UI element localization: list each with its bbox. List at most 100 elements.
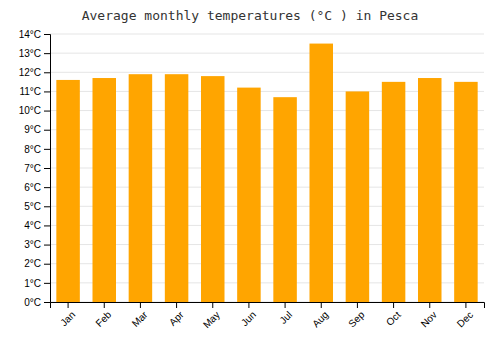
y-tick: 14°C (19, 29, 50, 40)
x-tick-label: Mar (130, 309, 150, 329)
bar (56, 80, 80, 302)
x-tick-label: Feb (93, 309, 113, 329)
y-tick: 8°C (24, 144, 50, 155)
y-tick-mark (44, 168, 50, 169)
x-tick-mark (176, 302, 177, 308)
x-tick-mark (465, 302, 466, 308)
y-tick-label: 1°C (24, 278, 41, 289)
y-tick-label: 11°C (19, 86, 41, 97)
x-tick: May (201, 302, 222, 330)
bar (237, 88, 261, 302)
x-tick-mark (429, 302, 430, 308)
y-tick-label: 5°C (24, 201, 41, 212)
x-tick-label: Apr (167, 309, 186, 328)
x-axis: Jan Feb Mar Apr May Jun Jul Aug Sep Oct Nov Dec (51, 302, 485, 330)
x-tick: Jan (58, 302, 77, 328)
x-tick-label: Oct (384, 309, 403, 328)
bar (201, 76, 225, 302)
x-tick: Dec (455, 302, 475, 329)
x-tick: Sep (346, 302, 367, 329)
x-tick-mark (285, 302, 286, 308)
y-tick-mark (44, 245, 50, 246)
y-tick: 1°C (24, 278, 50, 289)
bar (309, 44, 333, 302)
bar (382, 82, 406, 302)
y-tick-label: 12°C (19, 67, 41, 78)
bar (418, 78, 442, 302)
grid-line (50, 72, 484, 73)
x-tick: Jul (277, 302, 294, 326)
y-tick: 12°C (19, 67, 50, 78)
x-tick-mark (321, 302, 322, 308)
bar (165, 74, 189, 302)
y-tick: 9°C (24, 124, 50, 135)
y-tick-mark (44, 72, 50, 73)
x-tick-mark (140, 302, 141, 308)
plot: 0°C 1°C 2°C 3°C 4°C 5°C 6°C 7°C 8°C 9°C 10°C 11°C 12… (19, 29, 485, 331)
y-tick: 10°C (19, 105, 50, 116)
x-tick: Oct (384, 302, 403, 328)
x-tick-label: Nov (419, 309, 439, 329)
y-tick-label: 8°C (24, 144, 41, 155)
y-tick-label: 10°C (19, 105, 41, 116)
x-tick-mark (248, 302, 249, 308)
grid (50, 34, 484, 302)
y-tick: 13°C (19, 48, 50, 59)
y-tick: 5°C (24, 201, 50, 212)
y-tick-label: 7°C (24, 163, 41, 174)
y-tick: 6°C (24, 182, 50, 193)
y-tick: 11°C (19, 86, 50, 97)
y-tick-label: 13°C (19, 48, 41, 59)
y-tick-mark (44, 149, 50, 150)
bar (129, 74, 153, 302)
x-tick-label: May (201, 309, 222, 330)
y-tick-mark (44, 283, 50, 284)
x-tick-mark (357, 302, 358, 308)
x-tick-label: Sep (346, 309, 367, 330)
y-tick-label: 14°C (19, 29, 41, 40)
x-tick: Feb (93, 302, 113, 329)
y-tick-mark (44, 130, 50, 131)
x-tick-label: Jan (58, 309, 77, 328)
bar (273, 97, 297, 302)
x-tick: Mar (130, 302, 150, 329)
y-tick-mark (44, 111, 50, 112)
y-tick: 3°C (24, 239, 50, 250)
x-tick: Jun (239, 302, 258, 328)
y-tick: 2°C (24, 258, 50, 269)
y-tick-label: 2°C (24, 258, 41, 269)
y-tick-label: 6°C (24, 182, 41, 193)
y-tick-label: 4°C (24, 220, 41, 231)
x-tick-mark (104, 302, 105, 308)
y-tick-mark (44, 53, 50, 54)
y-axis-line (44, 35, 51, 303)
y-tick-label: 0°C (24, 297, 41, 308)
title: Average monthly temperatures (°C ) in Pe… (82, 8, 419, 23)
y-tick: 4°C (24, 220, 50, 231)
bar (346, 91, 370, 302)
chart: 0°C 1°C 2°C 3°C 4°C 5°C 6°C 7°C 8°C 9°C 10°C 11°C 12… (0, 0, 500, 350)
x-tick: Aug (310, 302, 330, 329)
y-tick-mark (44, 225, 50, 226)
x-tick-label: Aug (310, 309, 330, 329)
y-tick-label: 9°C (24, 124, 41, 135)
x-tick-label: Jun (239, 309, 258, 328)
y-tick: 0°C (24, 297, 50, 308)
bar (92, 78, 116, 302)
bar (454, 82, 478, 302)
x-axis-line (51, 303, 485, 309)
grid-line (50, 34, 484, 35)
y-tick-mark (44, 91, 50, 92)
y-tick: 7°C (24, 163, 50, 174)
y-axis: 0°C 1°C 2°C 3°C 4°C 5°C 6°C 7°C 8°C 9°C 10°C 11°C 12… (19, 29, 51, 308)
grid-line (50, 53, 484, 54)
x-tick-label: Dec (455, 309, 475, 329)
y-tick-label: 3°C (24, 239, 41, 250)
bars (56, 44, 477, 302)
y-tick-mark (44, 34, 50, 35)
y-tick-mark (44, 302, 50, 303)
x-tick: Nov (419, 302, 439, 329)
x-tick-mark (68, 302, 69, 308)
y-tick-mark (44, 264, 50, 265)
x-tick-label: Jul (277, 309, 294, 326)
